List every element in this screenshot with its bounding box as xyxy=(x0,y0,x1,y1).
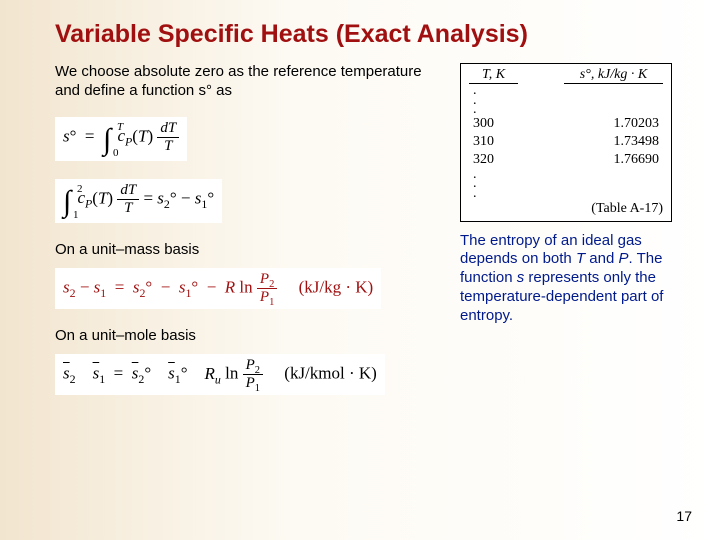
equation-mole-basis: s2 s1 = s2° s1° Ru ln P2P1 (kJ/kmol · K) xyxy=(55,354,385,395)
table-dots-top: ... xyxy=(461,86,671,115)
equation-s-definition: s° = ∫0T cP(T) dTT xyxy=(55,117,187,161)
table-row: 320 1.76690 xyxy=(461,151,671,169)
left-column: We choose absolute zero as the reference… xyxy=(55,63,430,407)
right-column: T, K s°, kJ/kg · K ... 300 1.70203 310 1… xyxy=(460,63,680,407)
table-caption: (Table A-17) xyxy=(461,199,671,221)
table-cell-s: 1.73498 xyxy=(614,133,660,151)
table-row: 300 1.70203 xyxy=(461,115,671,133)
content-columns: We choose absolute zero as the reference… xyxy=(55,63,680,407)
table-cell-s: 1.70203 xyxy=(614,115,660,133)
slide-title: Variable Specific Heats (Exact Analysis) xyxy=(55,20,680,49)
equation-mass-basis: s2 − s1 = s2° − s1° − R ln P2P1 (kJ/kg ·… xyxy=(55,268,381,309)
slide: Variable Specific Heats (Exact Analysis)… xyxy=(0,0,720,540)
figure-caption: The entropy of an ideal gas depends on b… xyxy=(460,232,680,326)
table-head-T: T, K xyxy=(482,67,505,82)
table-dots-bottom: ... xyxy=(461,170,671,199)
table-cell-s: 1.76690 xyxy=(614,151,660,169)
table-cell-T: 300 xyxy=(473,115,494,133)
subhead-mass-basis: On a unit–mass basis xyxy=(55,241,430,258)
table-row: 310 1.73498 xyxy=(461,133,671,151)
page-number: 17 xyxy=(676,508,692,524)
equation-integral-difference: ∫12 cP(T) dTT = s2° − s1° xyxy=(55,179,222,223)
table-header: T, K s°, kJ/kg · K xyxy=(461,64,671,86)
entropy-table: T, K s°, kJ/kg · K ... 300 1.70203 310 1… xyxy=(460,63,672,222)
intro-text: We choose absolute zero as the reference… xyxy=(55,63,430,101)
table-head-s: s°, kJ/kg · K xyxy=(580,67,647,82)
table-cell-T: 310 xyxy=(473,133,494,151)
subhead-mole-basis: On a unit–mole basis xyxy=(55,327,430,344)
